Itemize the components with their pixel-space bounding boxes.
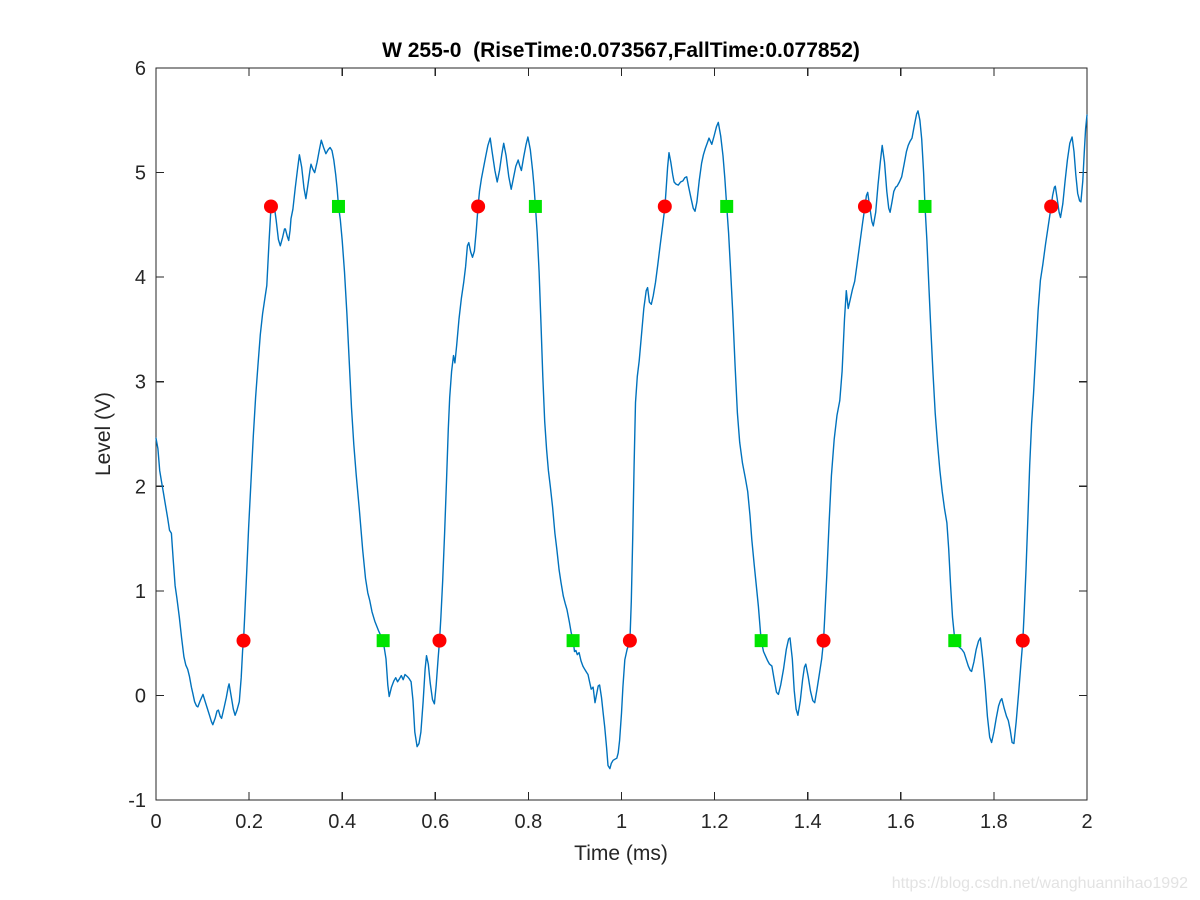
signal-line <box>155 110 1088 770</box>
x-tick-label: 1.6 <box>887 811 915 833</box>
rise-crossing-marker <box>432 633 447 648</box>
x-tick-label: 0.8 <box>514 811 542 833</box>
y-tick-label: 2 <box>135 476 146 498</box>
x-tick-label: 1 <box>616 811 627 833</box>
axis-box <box>155 67 1088 801</box>
y-tick-label: 6 <box>135 58 146 80</box>
rise-crossing-marker <box>236 633 251 648</box>
rise-crossing-marker <box>816 633 831 648</box>
x-tick-label: 2 <box>1081 811 1092 833</box>
x-tick-label: 1.8 <box>980 811 1008 833</box>
fall-crossing-marker <box>566 634 580 648</box>
rise-crossing-marker <box>1015 633 1030 648</box>
y-tick-label: 1 <box>135 581 146 603</box>
x-tick-label: 0.6 <box>421 811 449 833</box>
rise-crossing-marker <box>1044 199 1059 214</box>
fall-crossing-marker <box>948 634 962 648</box>
fall-crossing-marker <box>754 634 768 648</box>
y-axis-label: Level (V) <box>92 392 115 476</box>
rise-crossing-marker <box>857 199 872 214</box>
rise-crossing-marker <box>657 199 672 214</box>
x-tick-label: 1.4 <box>794 811 822 833</box>
fall-crossing-marker <box>918 199 932 213</box>
fall-crossing-marker <box>376 634 390 648</box>
x-tick-label: 0.4 <box>328 811 356 833</box>
x-axis-label: Time (ms) <box>574 842 668 865</box>
y-tick-label: -1 <box>128 790 146 812</box>
rise-crossing-marker <box>263 199 278 214</box>
x-tick-label: 1.2 <box>701 811 729 833</box>
signal-layer <box>155 110 1088 770</box>
y-tick-label: 4 <box>135 267 146 289</box>
y-tick-label: 3 <box>135 372 146 394</box>
fall-crossing-marker <box>528 199 542 213</box>
rise-crossing-marker <box>471 199 486 214</box>
y-tick-label: 5 <box>135 163 146 185</box>
chart-title: W 255-0 (RiseTime:0.073567,FallTime:0.07… <box>382 39 860 62</box>
rise-crossing-marker <box>622 633 637 648</box>
marker-layer <box>236 199 1059 648</box>
y-tick-label: 0 <box>135 685 146 707</box>
x-tick-label: 0.2 <box>235 811 263 833</box>
x-tick-label: 0 <box>150 811 161 833</box>
fall-crossing-marker <box>331 199 345 213</box>
watermark: https://blog.csdn.net/wanghuannihao1992 <box>892 875 1188 892</box>
fall-crossing-marker <box>720 199 734 213</box>
